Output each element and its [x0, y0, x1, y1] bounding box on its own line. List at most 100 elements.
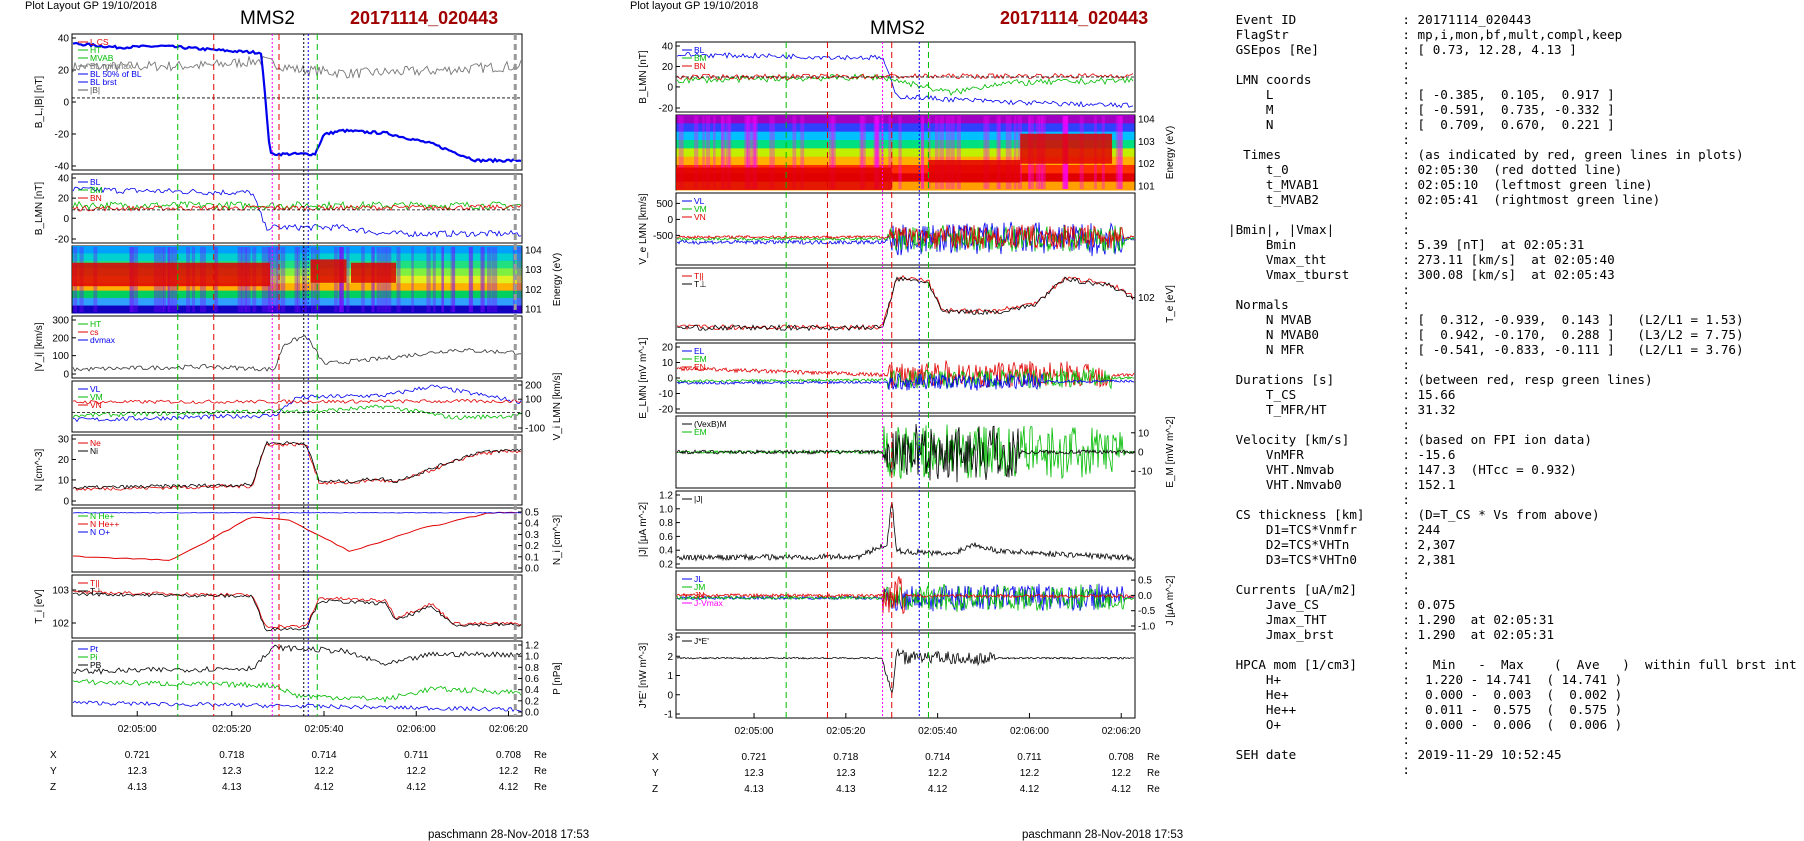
y-tick-label: 200: [52, 333, 69, 344]
spectrogram-band: [72, 298, 522, 307]
series-line: [72, 384, 522, 423]
param-line: :: [1402, 567, 1410, 582]
spectrogram-stripe: [800, 116, 805, 189]
spectrogram-stripe: [725, 116, 730, 189]
x-tick-label: 02:05:00: [118, 724, 157, 735]
y-tick-label: 40: [58, 174, 70, 185]
series-line: [72, 512, 522, 514]
y-tick-label: 30: [58, 435, 70, 446]
spectrogram-stripe: [468, 247, 473, 312]
param-line: Normals :: [1235, 297, 1410, 312]
event-id-mid: 20171114_020443: [1000, 8, 1149, 28]
spectrogram-stripe: [927, 116, 931, 189]
y-tick-label: -500: [653, 231, 673, 242]
x-tick-label: 02:05:40: [918, 726, 957, 737]
series-line: [72, 204, 522, 212]
spectrogram-stripe: [1120, 116, 1123, 189]
orbit-value: 4.12: [928, 784, 948, 795]
spectrogram-stripe: [945, 116, 951, 189]
y-axis-label: E_LMN [mV m^-1]: [638, 337, 649, 419]
legend-entry: HT: [90, 319, 101, 329]
param-line: VHT.Nmvab0 : 152.1: [1265, 477, 1456, 492]
legend-entry: EM: [694, 427, 707, 437]
orbit-unit: Re: [1147, 768, 1160, 779]
y-tick-label: 0.2: [525, 696, 539, 707]
x-tick-label: 02:05:00: [735, 726, 774, 737]
spectrogram-band: [72, 305, 522, 314]
orbit-value: 4.13: [744, 784, 764, 795]
orbit-unit: Re: [534, 750, 547, 761]
x-tick-label: 02:06:20: [1102, 726, 1141, 737]
y-tick-label: -20: [55, 130, 70, 141]
spectrogram-band: [72, 283, 522, 292]
y-tick-label: 103: [525, 265, 542, 276]
spectrogram-stripe: [411, 247, 414, 312]
param-line: Currents [uA/m2] :: [1235, 582, 1410, 597]
spectrogram-band: [676, 140, 1135, 149]
series-line: [72, 644, 522, 675]
orbit-value: 0.721: [125, 750, 150, 761]
y-axis-label: T_e [eV]: [1165, 285, 1176, 323]
legend-entry: VL: [694, 196, 705, 206]
spectrogram-band: [72, 260, 522, 269]
spectrogram-stripe: [998, 116, 1001, 189]
series-line: [72, 200, 522, 211]
spectrogram-stripe: [828, 116, 834, 189]
spectrogram-stripe: [491, 247, 498, 312]
orbit-row-label: X: [50, 750, 57, 761]
spectrogram-stripe: [880, 116, 884, 189]
series-line: [72, 335, 522, 372]
orbit-value: 12.3: [128, 766, 148, 777]
param-line: N MVAB : [ 0.312, -0.939, 0.143 ] (L2/L1…: [1265, 312, 1744, 327]
y-axis-label: |V_i| [km/s]: [34, 322, 45, 371]
y-tick-label: -0.5: [1138, 606, 1156, 617]
param-line: D1=TCS*Vnmfr : 244: [1265, 522, 1441, 537]
y-tick-label: -20: [659, 104, 674, 115]
legend-entry: dvmax: [90, 335, 116, 345]
spectrogram-band: [676, 148, 1135, 158]
orbit-value: 12.3: [222, 766, 242, 777]
y-tick-label: -1: [664, 710, 673, 721]
orbit-value: 0.708: [1109, 752, 1134, 763]
spectrogram-stripe: [487, 247, 492, 312]
y-axis-label: J [μA m^-2]: [1165, 575, 1176, 625]
layout-label-left: Plot Layout GP 19/10/2018: [25, 0, 157, 12]
y-tick-label: -1.0: [1138, 622, 1156, 633]
series-line: [676, 72, 1134, 80]
legend-entry: VM: [694, 204, 707, 214]
spectrogram-stripe: [721, 116, 724, 189]
spectrogram-hot: [72, 262, 270, 287]
spectrogram-hot: [1020, 133, 1113, 164]
spectrogram-stripe: [432, 247, 436, 312]
y-tick-label: -10: [659, 389, 674, 400]
series-line: [72, 592, 522, 632]
y-tick-label: 0: [667, 374, 673, 385]
orbit-row-label: Y: [652, 768, 659, 779]
spectrogram-stripe: [441, 247, 444, 312]
param-line: GSEpos [Re] : [ 0.73, 12.28, 4.13 ]: [1235, 42, 1577, 57]
param-line: VHT.Nmvab : 147.3 (HTcc = 0.932): [1265, 462, 1577, 477]
spectrogram-band: [72, 290, 522, 299]
spectrogram-stripe: [1005, 116, 1012, 189]
param-line: Vmax_tburst : 300.08 [km/s] at 02:05:43: [1265, 267, 1615, 282]
panel-frame: [675, 632, 1136, 719]
x-tick-label: 02:05:40: [305, 724, 344, 735]
spectrogram-stripe: [678, 116, 684, 189]
y-tick-label: 0.3: [525, 530, 539, 541]
y-tick-label: -100: [525, 424, 545, 435]
y-tick-label: 0.0: [525, 708, 539, 719]
panel-frame: [675, 267, 1136, 341]
param-line: T_MFR/HT : 31.32: [1265, 402, 1456, 417]
spectrogram-stripe: [792, 116, 797, 189]
orbit-value: 12.2: [499, 766, 519, 777]
x-tick-label: 02:05:20: [212, 724, 251, 735]
y-tick-label: 102: [1138, 293, 1155, 304]
y-tick-label: 104: [525, 246, 542, 257]
orbit-value: 0.721: [742, 752, 767, 763]
spectrogram-stripe: [426, 247, 431, 312]
series-line: [72, 442, 522, 491]
y-axis-label: |J| [μA m^-2]: [638, 502, 649, 557]
legend-entry: BN: [694, 61, 706, 71]
spectrogram-stripe: [753, 116, 757, 189]
